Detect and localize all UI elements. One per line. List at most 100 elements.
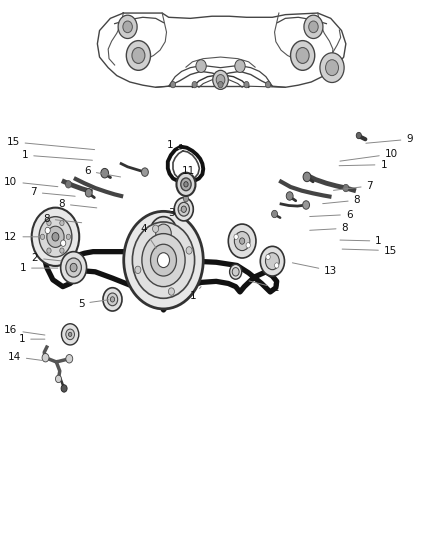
Circle shape: [325, 60, 339, 76]
Circle shape: [60, 220, 64, 225]
Circle shape: [240, 238, 245, 244]
Circle shape: [286, 192, 293, 200]
Circle shape: [40, 234, 45, 239]
Circle shape: [101, 168, 109, 178]
Circle shape: [66, 354, 73, 363]
Circle shape: [196, 60, 206, 72]
Text: 1: 1: [18, 334, 45, 344]
Circle shape: [45, 227, 50, 233]
Circle shape: [290, 41, 315, 70]
Circle shape: [174, 198, 193, 221]
Circle shape: [170, 82, 176, 88]
Circle shape: [47, 226, 64, 247]
Text: 16: 16: [4, 325, 45, 335]
Circle shape: [110, 297, 115, 302]
Circle shape: [68, 332, 72, 336]
Circle shape: [320, 53, 344, 83]
Text: 8: 8: [310, 223, 348, 233]
Text: 1: 1: [21, 150, 92, 160]
Circle shape: [156, 224, 171, 243]
Circle shape: [126, 41, 151, 70]
Circle shape: [132, 47, 145, 63]
Text: 14: 14: [7, 352, 43, 361]
Circle shape: [61, 324, 79, 345]
Circle shape: [150, 216, 177, 251]
Circle shape: [151, 244, 177, 276]
Circle shape: [192, 82, 197, 88]
Circle shape: [66, 234, 71, 239]
Circle shape: [47, 220, 51, 225]
Circle shape: [103, 288, 122, 311]
Circle shape: [265, 253, 279, 270]
Circle shape: [244, 82, 249, 88]
Text: 6: 6: [310, 209, 353, 220]
Text: 3: 3: [168, 208, 181, 219]
Circle shape: [232, 268, 239, 276]
Text: 4: 4: [141, 224, 156, 248]
Circle shape: [39, 216, 72, 257]
Circle shape: [235, 60, 245, 72]
Text: 1: 1: [166, 140, 181, 150]
Circle shape: [260, 246, 285, 276]
Text: 15: 15: [342, 246, 397, 256]
Circle shape: [152, 225, 159, 232]
Circle shape: [184, 196, 188, 202]
Circle shape: [181, 206, 187, 213]
Circle shape: [70, 263, 77, 272]
Circle shape: [272, 211, 278, 217]
Circle shape: [181, 178, 191, 191]
Text: 5: 5: [78, 298, 109, 309]
Circle shape: [132, 222, 194, 298]
Circle shape: [47, 248, 51, 253]
Circle shape: [275, 263, 279, 268]
Circle shape: [135, 266, 141, 273]
Circle shape: [296, 47, 309, 63]
Text: 10: 10: [340, 149, 398, 161]
Text: 7: 7: [333, 181, 373, 191]
Text: 8: 8: [58, 199, 97, 209]
Circle shape: [303, 201, 310, 209]
Circle shape: [66, 258, 81, 277]
Text: 6: 6: [84, 166, 120, 177]
Text: 1: 1: [339, 160, 387, 169]
Circle shape: [42, 353, 49, 362]
Text: 8: 8: [323, 195, 360, 205]
Circle shape: [124, 212, 203, 309]
Circle shape: [118, 15, 137, 38]
Circle shape: [60, 248, 64, 253]
Circle shape: [56, 375, 61, 383]
Circle shape: [60, 252, 87, 284]
Circle shape: [66, 329, 74, 340]
Circle shape: [303, 172, 311, 182]
Circle shape: [186, 247, 192, 254]
Circle shape: [343, 184, 349, 192]
Circle shape: [184, 182, 188, 187]
Text: 10: 10: [4, 176, 58, 187]
Circle shape: [309, 21, 318, 33]
Circle shape: [234, 231, 250, 251]
Text: 11: 11: [181, 166, 194, 176]
Circle shape: [142, 233, 185, 287]
Circle shape: [123, 21, 132, 33]
Circle shape: [85, 189, 92, 197]
Text: 1: 1: [340, 236, 382, 246]
Circle shape: [177, 173, 195, 196]
Circle shape: [157, 253, 170, 268]
Text: 9: 9: [366, 134, 413, 144]
Text: 15: 15: [6, 137, 95, 150]
Circle shape: [218, 82, 223, 88]
Circle shape: [266, 254, 270, 260]
Circle shape: [32, 208, 79, 266]
Circle shape: [265, 82, 271, 88]
Circle shape: [246, 243, 251, 248]
Circle shape: [178, 203, 189, 216]
Circle shape: [356, 132, 361, 139]
Text: 1: 1: [190, 287, 201, 301]
Circle shape: [107, 293, 118, 306]
Text: 2: 2: [249, 281, 279, 293]
Circle shape: [65, 181, 71, 188]
Text: 8: 8: [43, 214, 81, 224]
Text: 7: 7: [30, 187, 75, 197]
Circle shape: [61, 385, 67, 392]
Circle shape: [216, 75, 225, 85]
